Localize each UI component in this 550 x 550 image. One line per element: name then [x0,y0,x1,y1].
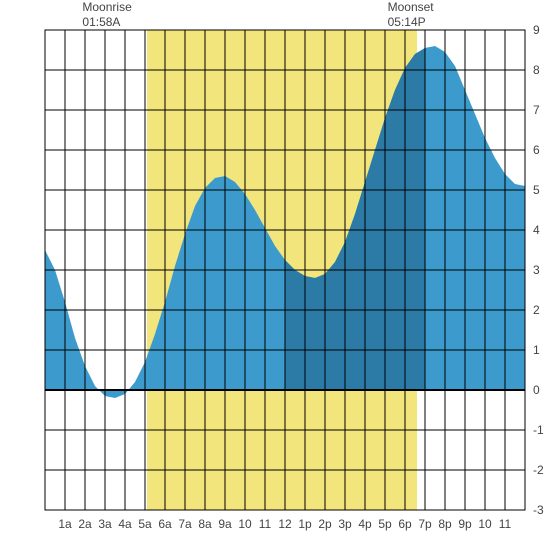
moonset-title: Moonset [388,0,434,15]
y-tick-label: 9 [533,23,540,37]
x-tick-label: 9p [458,517,472,531]
x-tick-label: 1a [58,517,72,531]
x-tick-label: 8p [438,517,452,531]
y-tick-label: -2 [533,463,544,477]
x-tick-label: 6a [158,517,172,531]
moonset-label: Moonset 05:14P [388,0,434,30]
y-tick-label: 8 [533,63,540,77]
moonrise-title: Moonrise [82,0,131,15]
x-tick-label: 7a [178,517,192,531]
x-tick-label: 11 [499,517,512,531]
x-tick-label: 12 [278,517,292,531]
x-tick-label: 2a [78,517,92,531]
x-tick-label: 4a [118,517,132,531]
y-tick-label: 7 [533,103,540,117]
x-tick-label: 3p [338,517,352,531]
y-tick-label: 0 [533,383,540,397]
x-tick-label: 10 [478,517,492,531]
x-tick-label: 6p [398,517,412,531]
x-tick-label: 4p [358,517,372,531]
y-tick-label: 5 [533,183,540,197]
tide-chart: Moonrise 01:58A Moonset 05:14P -3-2-1012… [0,0,550,550]
y-tick-label: -1 [533,423,544,437]
y-tick-label: -3 [533,503,544,517]
x-tick-label: 1p [298,517,312,531]
y-tick-label: 6 [533,143,540,157]
x-tick-label: 7p [418,517,432,531]
y-tick-label: 2 [533,303,540,317]
x-tick-label: 2p [318,517,332,531]
x-tick-label: 9a [218,517,232,531]
x-tick-label: 11 [259,517,272,531]
x-tick-label: 3a [98,517,112,531]
y-tick-label: 1 [533,343,540,357]
x-tick-label: 8a [198,517,212,531]
y-tick-label: 3 [533,263,540,277]
y-tick-label: 4 [533,223,540,237]
x-tick-label: 5p [378,517,392,531]
x-tick-label: 5a [138,517,152,531]
moonset-time: 05:14P [388,15,434,30]
x-tick-label: 10 [238,517,252,531]
chart-svg: -3-2-101234567891a2a3a4a5a6a7a8a9a101112… [0,0,550,550]
moonrise-time: 01:58A [82,15,131,30]
moonrise-label: Moonrise 01:58A [82,0,131,30]
